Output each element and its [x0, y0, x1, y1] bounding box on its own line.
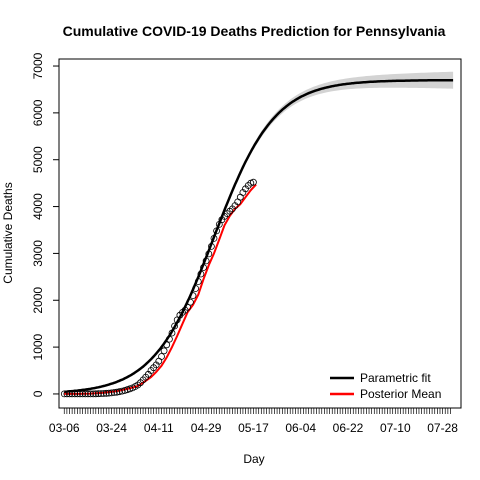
data-point — [189, 292, 197, 300]
legend: Parametric fit Posterior Mean — [330, 371, 441, 401]
legend-label-parametric: Parametric fit — [360, 371, 431, 385]
x-axis: 03-06 03-24 04-11 04-29 05-17 06-04 06-22 07-10… — [49, 408, 458, 435]
x-tick-label: 04-29 — [191, 421, 222, 435]
data-point — [202, 257, 210, 265]
y-axis: 0 1000 2000 3000 4000 5000 6000 7000 — [31, 52, 59, 397]
data-point — [74, 390, 81, 398]
y-axis-label: Cumulative Deaths — [1, 182, 15, 283]
data-point — [102, 389, 110, 397]
data-point — [63, 390, 71, 398]
plot-frame — [58, 58, 462, 409]
x-tick-label: 07-28 — [427, 421, 458, 435]
data-point — [81, 390, 89, 398]
y-tick-label: 6000 — [31, 99, 45, 126]
x-tick-label: 07-10 — [380, 421, 411, 435]
data-point — [165, 335, 173, 343]
data-point — [110, 389, 118, 396]
data-point — [105, 389, 113, 397]
data-point — [194, 278, 202, 285]
observed-points — [60, 178, 257, 398]
data-point — [84, 390, 92, 398]
x-tick-label: 06-04 — [285, 421, 316, 435]
data-point — [95, 390, 102, 398]
data-point — [97, 390, 105, 398]
data-point — [213, 227, 221, 235]
data-point — [160, 347, 168, 355]
series-line-parametric-fit — [64, 78, 454, 394]
data-point — [66, 390, 73, 398]
data-point — [118, 387, 126, 395]
y-tick-label: 2000 — [31, 287, 45, 314]
data-point — [76, 390, 84, 398]
data-point — [100, 390, 108, 397]
x-tick-label: 06-22 — [333, 421, 364, 435]
data-point — [249, 178, 257, 186]
y-tick-label: 3000 — [31, 240, 45, 267]
fit-lines — [64, 78, 454, 395]
data-point — [207, 242, 215, 250]
data-point — [197, 270, 205, 278]
data-point — [158, 353, 165, 360]
data-point — [68, 390, 76, 398]
x-tick-label: 03-24 — [96, 421, 127, 435]
x-tick-label: 03-06 — [49, 421, 80, 435]
data-point — [186, 298, 194, 306]
data-point — [116, 388, 123, 396]
data-point — [171, 322, 179, 330]
x-tick-label: 05-17 — [238, 421, 269, 435]
data-point — [205, 250, 213, 258]
y-tick-label: 5000 — [31, 146, 45, 173]
data-point — [87, 390, 94, 398]
data-point — [60, 390, 68, 398]
data-point — [210, 234, 218, 242]
y-tick-label: 0 — [31, 390, 45, 397]
data-point — [108, 389, 115, 397]
data-point — [92, 390, 100, 398]
legend-label-posterior: Posterior Mean — [360, 387, 441, 401]
y-tick-label: 7000 — [31, 52, 45, 79]
data-point — [184, 303, 192, 311]
x-tick-label: 04-11 — [144, 421, 174, 435]
data-point — [79, 390, 86, 398]
y-tick-label: 4000 — [31, 193, 45, 220]
data-point — [89, 390, 97, 398]
data-point — [71, 390, 79, 398]
data-point — [168, 329, 176, 337]
chart-title: Cumulative COVID-19 Deaths Prediction fo… — [63, 23, 446, 39]
y-tick-label: 1000 — [31, 333, 45, 360]
data-point — [192, 285, 200, 292]
data-point — [113, 388, 121, 396]
data-point — [200, 264, 207, 271]
x-axis-label: Day — [243, 452, 264, 466]
data-point — [163, 341, 171, 349]
